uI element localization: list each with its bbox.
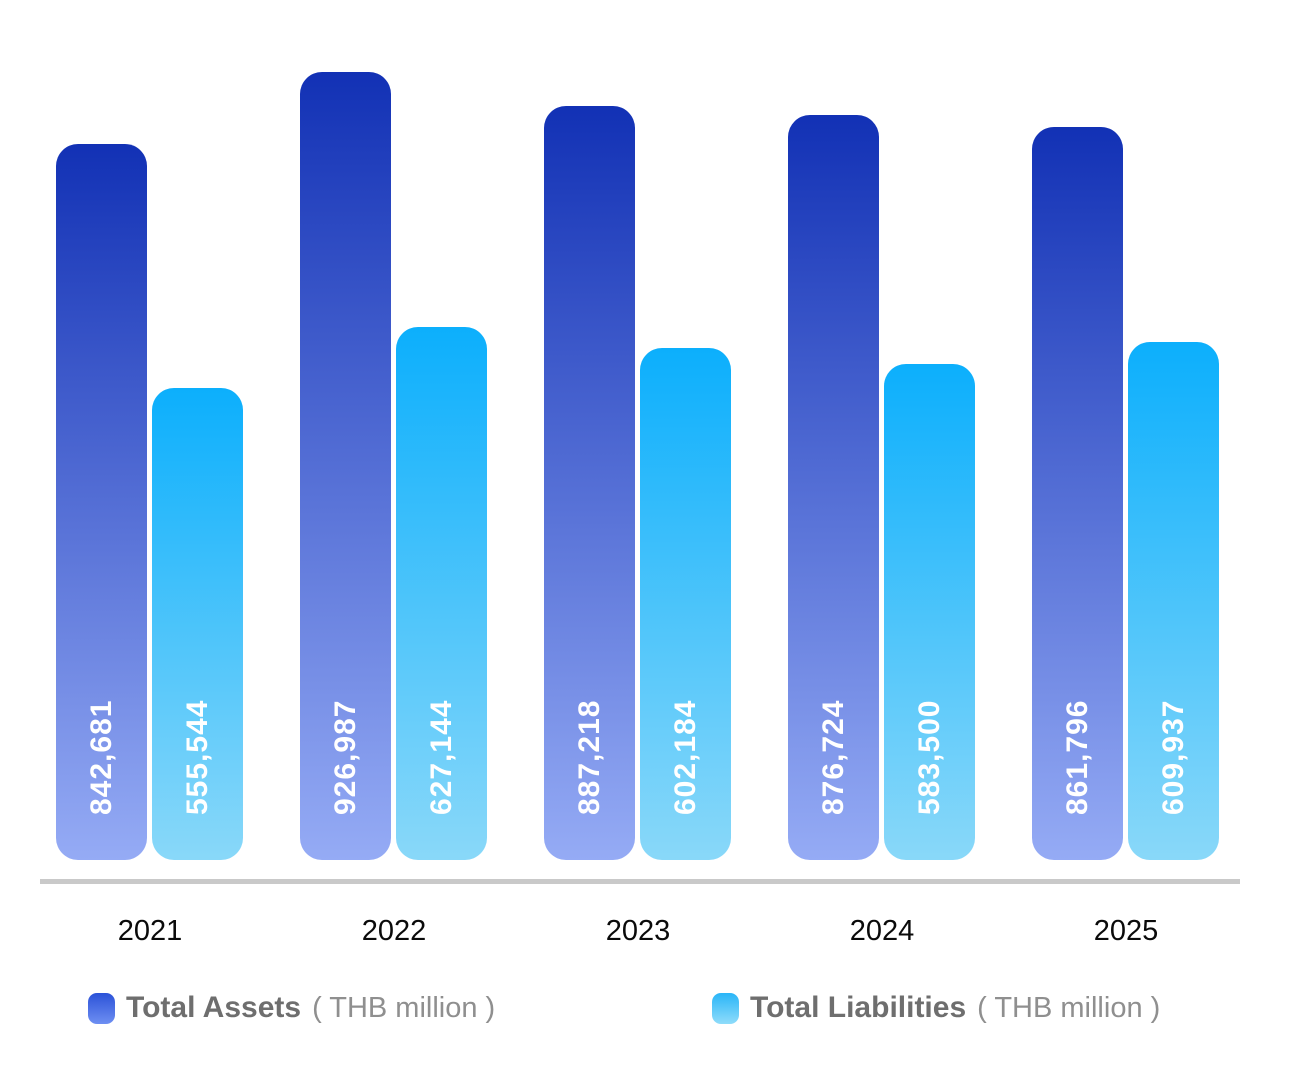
legend-unit-total-assets: ( THB million ) bbox=[312, 991, 496, 1024]
legend-label-total-liabilities: Total Liabilities bbox=[750, 991, 967, 1024]
bar-total-assets-2025: 861,796 bbox=[1032, 127, 1123, 860]
bar-total-assets-2024: 876,724 bbox=[788, 115, 879, 860]
x-axis-label-2024: 2024 bbox=[849, 915, 915, 947]
x-axis-label-2022: 2022 bbox=[361, 915, 427, 947]
plot-area: 842,681 555,544 926,987 627,144 887,218 602,1… bbox=[56, 72, 1219, 860]
x-axis-label-2023: 2023 bbox=[605, 915, 671, 947]
bar-value-label-total-assets-2022: 926,987 bbox=[328, 699, 362, 815]
legend-unit-total-liabilities: ( THB million ) bbox=[977, 991, 1161, 1024]
bar-total-assets-2022: 926,987 bbox=[300, 72, 391, 860]
bar-value-label-total-liabilities-2024: 583,500 bbox=[912, 699, 946, 815]
bar-total-liabilities-2024: 583,500 bbox=[884, 364, 975, 860]
bar-total-liabilities-2023: 602,184 bbox=[640, 348, 731, 860]
legend-swatch-total-liabilities-icon bbox=[712, 992, 739, 1024]
x-axis-label-2021: 2021 bbox=[117, 915, 183, 947]
bar-total-assets-2023: 887,218 bbox=[544, 106, 635, 860]
bar-value-label-total-assets-2023: 887,218 bbox=[572, 699, 606, 815]
legend: Total Assets ( THB million ) Total Liabi… bbox=[0, 991, 1295, 1025]
bar-total-assets-2021: 842,681 bbox=[56, 144, 147, 860]
x-axis-label-2025: 2025 bbox=[1093, 915, 1159, 947]
bar-total-liabilities-2025: 609,937 bbox=[1128, 342, 1219, 860]
bar-total-liabilities-2021: 555,544 bbox=[152, 388, 243, 860]
x-axis-line bbox=[40, 879, 1240, 884]
bar-value-label-total-liabilities-2025: 609,937 bbox=[1156, 699, 1190, 815]
bar-value-label-total-liabilities-2023: 602,184 bbox=[668, 699, 702, 815]
bar-value-label-total-liabilities-2022: 627,144 bbox=[424, 699, 458, 815]
bar-value-label-total-assets-2024: 876,724 bbox=[816, 699, 850, 815]
bar-total-liabilities-2022: 627,144 bbox=[396, 327, 487, 860]
legend-item-total-assets: Total Assets ( THB million ) bbox=[88, 991, 495, 1025]
bar-value-label-total-assets-2025: 861,796 bbox=[1060, 699, 1094, 815]
legend-item-total-liabilities: Total Liabilities ( THB million ) bbox=[712, 991, 1160, 1025]
bar-value-label-total-assets-2021: 842,681 bbox=[84, 699, 118, 815]
legend-swatch-total-assets-icon bbox=[88, 992, 115, 1024]
legend-label-total-assets: Total Assets bbox=[126, 991, 302, 1024]
bar-value-label-total-liabilities-2021: 555,544 bbox=[180, 699, 214, 815]
